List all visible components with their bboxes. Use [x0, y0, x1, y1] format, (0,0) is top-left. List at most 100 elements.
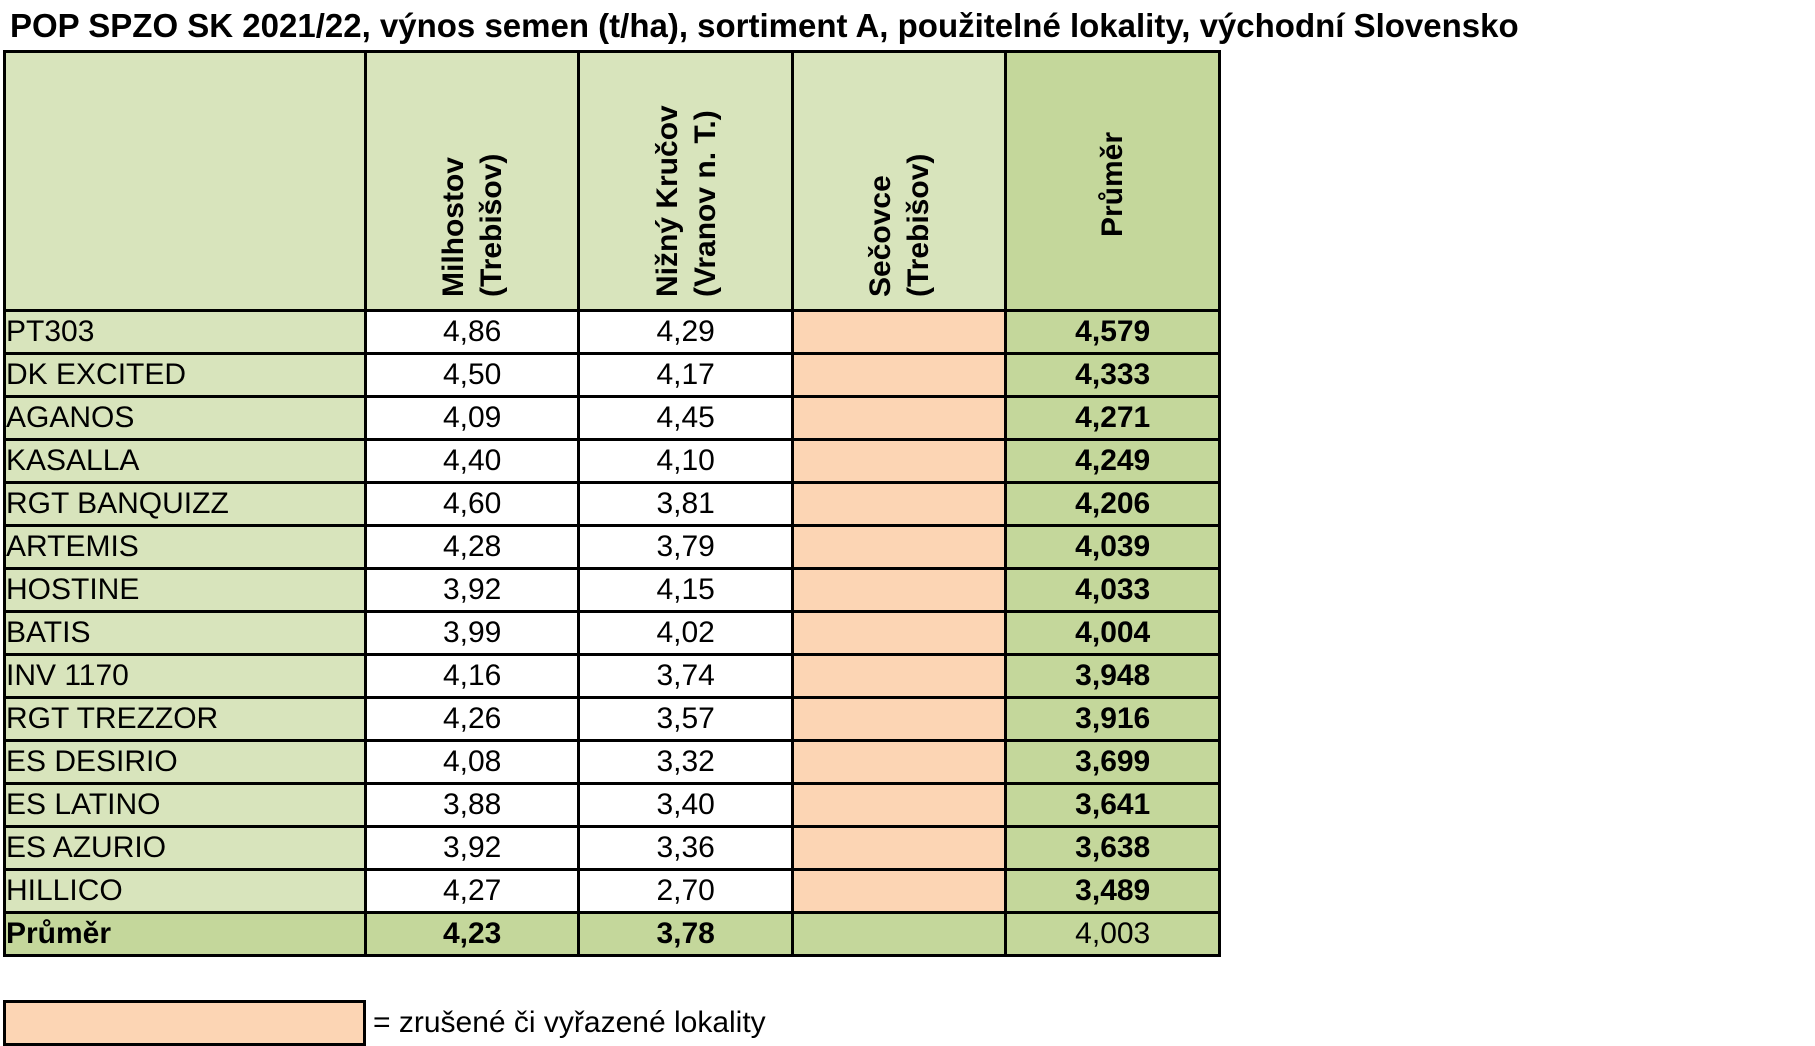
value-cell-nizny: 3,81 [577, 481, 794, 527]
cancelled-cell [790, 610, 1008, 656]
column-header-secovce: Sečovce (Trebišov) [790, 50, 1008, 312]
average-cell: 3,699 [1004, 739, 1221, 785]
value-cell-milhostov: 4,26 [363, 696, 581, 742]
value-cell-milhostov: 3,88 [363, 782, 581, 828]
header-row: Milhostov (Trebišov) Nižný Kručov (Vrano… [3, 50, 1221, 312]
table-row: HILLICO 4,27 2,70 3,489 [3, 868, 1221, 914]
value-cell-nizny: 3,74 [577, 653, 794, 699]
average-cell: 3,916 [1004, 696, 1221, 742]
cancelled-cell [790, 395, 1008, 441]
average-cell: 4,039 [1004, 524, 1221, 570]
value-cell-milhostov: 3,92 [363, 567, 581, 613]
value-cell-nizny: 2,70 [577, 868, 794, 914]
value-cell-milhostov: 3,99 [363, 610, 581, 656]
column-name: Průměr [1095, 131, 1129, 237]
row-label: ES AZURIO [3, 825, 367, 871]
value-cell-milhostov: 4,27 [363, 868, 581, 914]
table-row: PT303 4,86 4,29 4,579 [3, 309, 1221, 355]
column-subname: (Trebišov) [902, 153, 936, 297]
cancelled-cell [790, 481, 1008, 527]
value-cell-nizny: 4,17 [577, 352, 794, 398]
value-cell-milhostov: 4,60 [363, 481, 581, 527]
row-label: HOSTINE [3, 567, 367, 613]
table-body: PT303 4,86 4,29 4,579 DK EXCITED 4,50 4,17 4,33… [3, 309, 1221, 957]
table-row: AGANOS 4,09 4,45 4,271 [3, 395, 1221, 441]
value-cell-nizny: 3,32 [577, 739, 794, 785]
average-cell: 4,004 [1004, 610, 1221, 656]
value-cell-nizny: 4,02 [577, 610, 794, 656]
table-row: ES AZURIO 3,92 3,36 3,638 [3, 825, 1221, 871]
cancelled-cell [790, 868, 1008, 914]
value-cell-milhostov: 3,92 [363, 825, 581, 871]
average-cell: 3,641 [1004, 782, 1221, 828]
column-subname: (Vranov n. T.) [688, 110, 722, 297]
total-label: Průměr [3, 911, 367, 957]
column-name: Milhostov [437, 157, 471, 297]
legend-swatch [3, 1000, 366, 1046]
row-label: PT303 [3, 309, 367, 355]
column-subname: (Trebišov) [475, 153, 509, 297]
value-cell-milhostov: 4,86 [363, 309, 581, 355]
value-cell-nizny: 4,29 [577, 309, 794, 355]
value-cell-milhostov: 4,09 [363, 395, 581, 441]
value-cell-nizny: 3,40 [577, 782, 794, 828]
row-label: KASALLA [3, 438, 367, 484]
average-cell: 3,489 [1004, 868, 1221, 914]
value-cell-nizny: 4,10 [577, 438, 794, 484]
row-label: ES DESIRIO [3, 739, 367, 785]
cancelled-cell [790, 653, 1008, 699]
row-label: BATIS [3, 610, 367, 656]
cancelled-cell [790, 438, 1008, 484]
column-name: Sečovce [864, 175, 898, 297]
total-cell-nizny: 3,78 [577, 911, 794, 957]
average-cell: 4,333 [1004, 352, 1221, 398]
value-cell-milhostov: 4,08 [363, 739, 581, 785]
cancelled-cell [790, 524, 1008, 570]
row-label: ARTEMIS [3, 524, 367, 570]
table-row: KASALLA 4,40 4,10 4,249 [3, 438, 1221, 484]
cancelled-cell [790, 825, 1008, 871]
table-row: BATIS 3,99 4,02 4,004 [3, 610, 1221, 656]
table-row: ES DESIRIO 4,08 3,32 3,699 [3, 739, 1221, 785]
cancelled-cell [790, 696, 1008, 742]
row-label: DK EXCITED [3, 352, 367, 398]
cancelled-cell [790, 352, 1008, 398]
value-cell-milhostov: 4,16 [363, 653, 581, 699]
table-row: ARTEMIS 4,28 3,79 4,039 [3, 524, 1221, 570]
column-header-nizny-krucov: Nižný Kručov (Vranov n. T.) [577, 50, 794, 312]
row-label: INV 1170 [3, 653, 367, 699]
average-cell: 3,948 [1004, 653, 1221, 699]
total-cell-secovce [790, 911, 1008, 957]
total-cell-prumer: 4,003 [1004, 911, 1221, 957]
value-cell-nizny: 3,36 [577, 825, 794, 871]
row-label: HILLICO [3, 868, 367, 914]
table-row: ES LATINO 3,88 3,40 3,641 [3, 782, 1221, 828]
average-cell: 3,638 [1004, 825, 1221, 871]
table-row: HOSTINE 3,92 4,15 4,033 [3, 567, 1221, 613]
average-cell: 4,579 [1004, 309, 1221, 355]
page-title: POP SPZO SK 2021/22, výnos semen (t/ha),… [10, 7, 1519, 44]
yield-table: Milhostov (Trebišov) Nižný Kručov (Vrano… [3, 50, 1221, 957]
column-header-milhostov: Milhostov (Trebišov) [363, 50, 581, 312]
corner-cell [3, 50, 367, 312]
cancelled-cell [790, 567, 1008, 613]
row-label: RGT TREZZOR [3, 696, 367, 742]
value-cell-nizny: 4,15 [577, 567, 794, 613]
row-label: AGANOS [3, 395, 367, 441]
value-cell-nizny: 3,57 [577, 696, 794, 742]
average-cell: 4,249 [1004, 438, 1221, 484]
row-label: ES LATINO [3, 782, 367, 828]
column-name: Nižný Kručov [650, 105, 684, 297]
cancelled-cell [790, 309, 1008, 355]
value-cell-milhostov: 4,40 [363, 438, 581, 484]
table-row: DK EXCITED 4,50 4,17 4,333 [3, 352, 1221, 398]
value-cell-nizny: 4,45 [577, 395, 794, 441]
average-cell: 4,033 [1004, 567, 1221, 613]
total-row: Průměr 4,23 3,78 4,003 [3, 911, 1221, 957]
value-cell-milhostov: 4,50 [363, 352, 581, 398]
cancelled-cell [790, 782, 1008, 828]
table-row: RGT TREZZOR 4,26 3,57 3,916 [3, 696, 1221, 742]
table-row: RGT BANQUIZZ 4,60 3,81 4,206 [3, 481, 1221, 527]
column-header-prumer: Průměr [1004, 50, 1221, 312]
cancelled-cell [790, 739, 1008, 785]
